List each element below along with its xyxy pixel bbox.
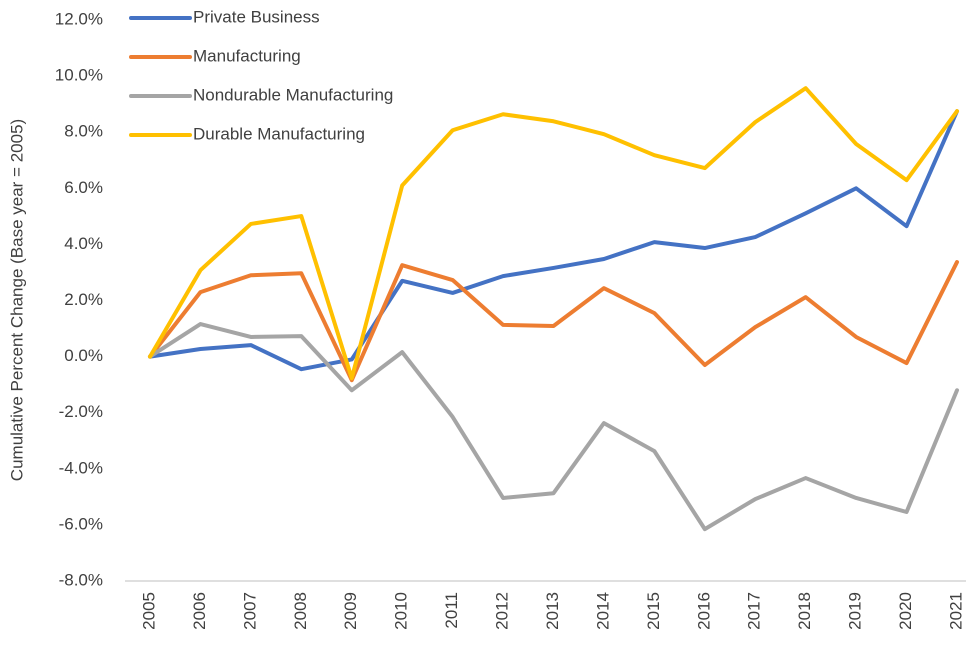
y-tick-label: 6.0%: [64, 178, 103, 197]
y-tick-label: -8.0%: [59, 570, 103, 589]
series-line: [148, 86, 959, 381]
x-tick-label: 2020: [896, 592, 915, 630]
x-tick-label: 2018: [795, 592, 814, 630]
legend-label: Private Business: [193, 7, 320, 26]
y-tick-label: 4.0%: [64, 234, 103, 253]
x-tick-label: 2009: [341, 592, 360, 630]
y-tick-label: -2.0%: [59, 402, 103, 421]
x-tick-label: 2010: [392, 592, 411, 630]
y-tick-label: -4.0%: [59, 458, 103, 477]
y-tick-label: 2.0%: [64, 290, 103, 309]
y-axis-label: Cumulative Percent Change (Base year = 2…: [7, 119, 26, 481]
x-tick-label: 2011: [442, 592, 461, 629]
x-tick-label: 2006: [190, 592, 209, 630]
x-tick-label: 2017: [745, 592, 764, 630]
x-tick-label: 2005: [139, 592, 158, 630]
y-tick-label: 12.0%: [55, 9, 103, 28]
legend-label: Manufacturing: [193, 46, 301, 65]
x-tick-label: 2019: [846, 592, 865, 630]
x-tick-label: 2021: [946, 592, 965, 630]
x-tick-label: 2012: [493, 592, 512, 630]
series-line: [148, 322, 959, 532]
x-tick-label: 2008: [291, 592, 310, 630]
x-tick-label: 2007: [240, 592, 259, 630]
series-line: [148, 109, 959, 372]
series-line: [148, 260, 959, 383]
legend-label: Durable Manufacturing: [193, 124, 365, 143]
x-tick-label: 2016: [694, 592, 713, 630]
y-tick-label: 8.0%: [64, 122, 103, 141]
legend-label: Nondurable Manufacturing: [193, 85, 393, 104]
x-tick-label: 2013: [543, 592, 562, 630]
x-tick-label: 2014: [593, 592, 612, 630]
x-tick-label: 2015: [644, 592, 663, 630]
y-tick-label: -6.0%: [59, 514, 103, 533]
y-tick-label: 0.0%: [64, 346, 103, 365]
y-tick-label: 10.0%: [55, 66, 103, 85]
